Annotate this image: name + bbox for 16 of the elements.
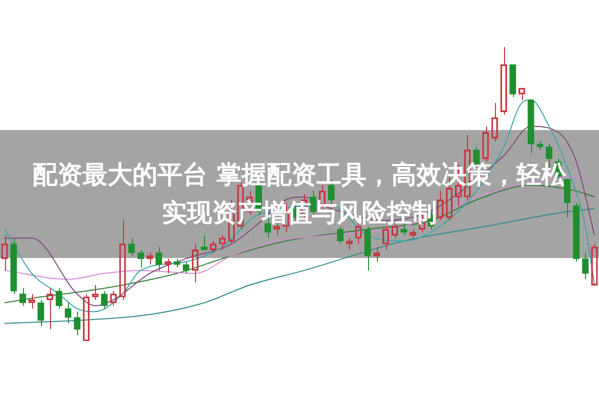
candlestick [10, 238, 17, 294]
candlestick [101, 290, 108, 310]
candlestick [38, 299, 44, 327]
candlestick [174, 258, 180, 268]
candlestick [536, 140, 544, 150]
candlestick [200, 234, 208, 250]
candlestick [509, 64, 516, 98]
candlestick [155, 246, 162, 271]
candlestick [572, 202, 580, 262]
candlestick [528, 100, 534, 154]
candlestick [337, 226, 344, 244]
candlestick [74, 311, 80, 336]
candlestick [56, 288, 62, 310]
candlestick [182, 261, 190, 274]
candlestick [364, 226, 371, 271]
candlestick [582, 252, 589, 280]
